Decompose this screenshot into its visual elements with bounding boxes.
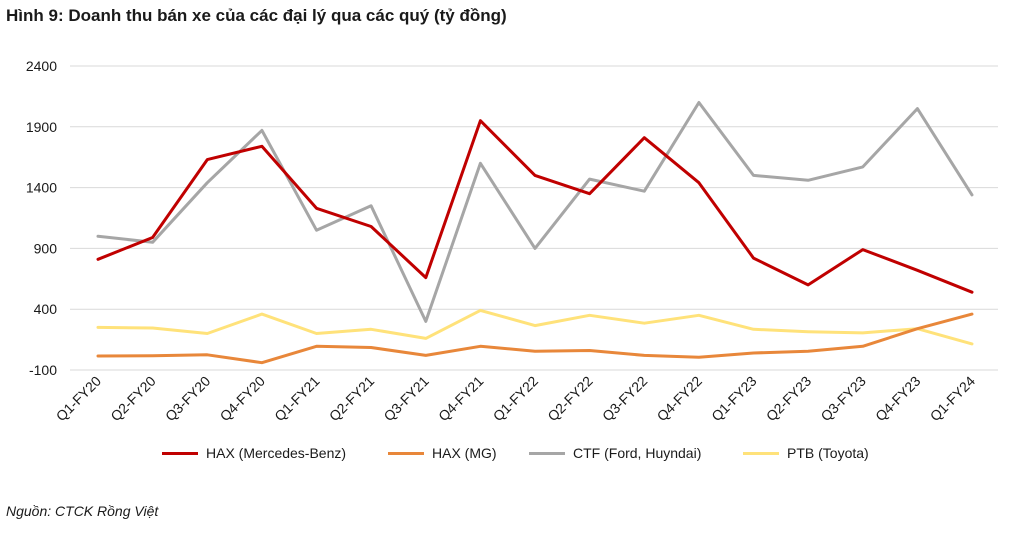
x-tick-label: Q2-FY23 bbox=[763, 373, 815, 425]
x-tick-label: Q4-FY23 bbox=[872, 373, 924, 425]
x-tick-label: Q3-FY21 bbox=[380, 373, 432, 425]
series-line-0 bbox=[96, 119, 974, 294]
legend-swatch bbox=[388, 451, 424, 455]
legend-label: CTF (Ford, Huyndai) bbox=[573, 445, 702, 461]
series-line-1 bbox=[96, 312, 974, 365]
legend-item-ctf: CTF (Ford, Huyndai) bbox=[529, 445, 701, 461]
chart-title: Hình 9: Doanh thu bán xe của các đại lý … bbox=[6, 6, 507, 25]
legend-item-ptb: PTB (Toyota) bbox=[743, 445, 869, 461]
x-tick-label: Q4-FY22 bbox=[654, 373, 706, 425]
y-axis-ticks: 2400 1900 1400 900 400 -100 bbox=[26, 58, 57, 378]
x-axis-ticks: Q1-FY20 Q2-FY20 Q3-FY20 Q4-FY20 Q1-FY21 Q2-FY… bbox=[53, 373, 979, 425]
x-tick-label: Q2-FY20 bbox=[107, 373, 159, 425]
legend-swatch bbox=[529, 451, 565, 455]
x-tick-label: Q4-FY21 bbox=[435, 373, 487, 425]
legend-item-hax-mercedes: HAX (Mercedes-Benz) bbox=[162, 445, 346, 461]
series-line-2 bbox=[96, 101, 974, 323]
y-tick-label: -100 bbox=[29, 362, 57, 378]
x-tick-label: Q1-FY21 bbox=[271, 373, 323, 425]
x-tick-label: Q1-FY20 bbox=[53, 373, 105, 425]
legend-swatch bbox=[743, 451, 779, 455]
x-tick-label: Q2-FY21 bbox=[326, 373, 378, 425]
x-tick-label: Q3-FY20 bbox=[162, 373, 214, 425]
x-tick-label: Q4-FY20 bbox=[217, 373, 269, 425]
legend-label: HAX (Mercedes-Benz) bbox=[206, 445, 347, 461]
x-tick-label: Q1-FY23 bbox=[708, 373, 760, 425]
y-tick-label: 900 bbox=[34, 240, 58, 256]
series-line-3 bbox=[96, 308, 974, 346]
y-tick-label: 1900 bbox=[26, 119, 57, 135]
x-tick-label: Q1-FY22 bbox=[490, 373, 542, 425]
legend-label: HAX (MG) bbox=[432, 445, 497, 461]
legend: HAX (Mercedes-Benz) HAX (MG) CTF (Ford, … bbox=[0, 445, 1013, 467]
legend-swatch bbox=[162, 451, 198, 455]
series-lines bbox=[96, 101, 974, 365]
y-tick-label: 400 bbox=[34, 301, 58, 317]
y-tick-label: 1400 bbox=[26, 180, 57, 196]
x-tick-label: Q2-FY22 bbox=[544, 373, 596, 425]
x-tick-label: Q1-FY24 bbox=[927, 373, 979, 425]
x-tick-label: Q3-FY22 bbox=[599, 373, 651, 425]
legend-label: PTB (Toyota) bbox=[787, 445, 869, 461]
y-tick-label: 2400 bbox=[26, 58, 57, 74]
source-note: Nguồn: CTCK Rồng Việt bbox=[6, 503, 159, 519]
x-tick-label: Q3-FY23 bbox=[817, 373, 869, 425]
legend-item-hax-mg: HAX (MG) bbox=[388, 445, 497, 461]
